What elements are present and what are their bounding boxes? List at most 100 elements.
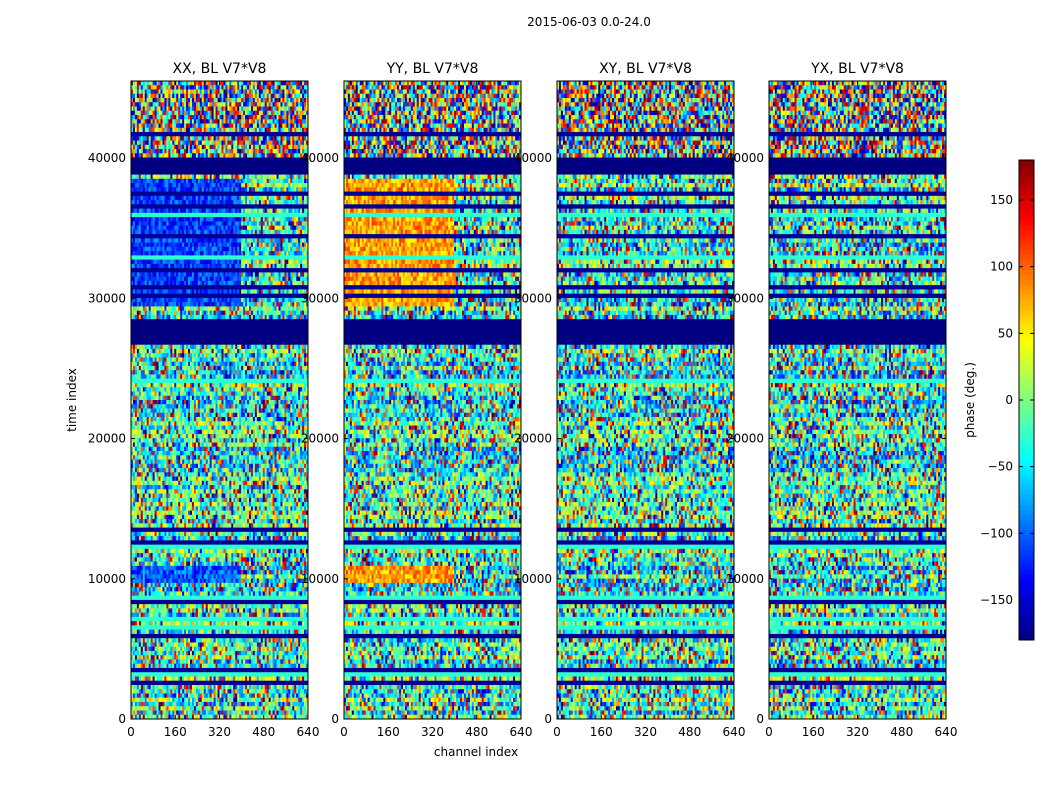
heatmap-cell — [227, 89, 230, 95]
heatmap-cell — [250, 174, 254, 180]
heatmap-cell — [132, 225, 136, 231]
heatmap-cell — [182, 102, 185, 107]
heatmap-cell — [304, 153, 307, 158]
heatmap-cell — [250, 153, 254, 158]
heatmap-cell — [211, 127, 214, 133]
heatmap-cell — [178, 144, 181, 150]
heatmap-cell — [262, 93, 266, 99]
heatmap-cell — [237, 102, 240, 107]
heatmap-cell — [264, 102, 268, 107]
heatmap-cell — [286, 149, 289, 154]
heatmap-cell — [260, 127, 264, 133]
heatmap-cell — [213, 136, 216, 141]
heatmap-cell — [272, 195, 275, 201]
heatmap-cell — [235, 102, 238, 107]
heatmap-cell — [190, 140, 193, 146]
heatmap-cell — [225, 140, 228, 146]
heatmap-cell — [243, 144, 246, 150]
heatmap-cell — [292, 127, 295, 133]
heatmap-cell — [176, 136, 179, 141]
heatmap-cell — [132, 149, 136, 154]
heatmap-cell — [278, 81, 281, 86]
heatmap-cell — [292, 93, 295, 99]
heatmap-cell — [203, 81, 207, 86]
heatmap-cell — [296, 115, 299, 120]
heatmap-cell — [207, 153, 211, 158]
heatmap-cell — [235, 98, 238, 103]
heatmap-cell — [296, 81, 299, 86]
heatmap-cell — [256, 127, 260, 133]
heatmap-cell — [142, 85, 146, 90]
heatmap-cell — [292, 149, 295, 154]
heatmap-cell — [186, 123, 189, 129]
heatmap-cell — [227, 127, 230, 133]
heatmap-cell — [184, 144, 187, 150]
heatmap-cell — [276, 178, 279, 184]
heatmap-cell — [249, 119, 252, 124]
heatmap-cell — [270, 102, 273, 107]
heatmap-cell — [190, 98, 193, 103]
heatmap-cell — [209, 183, 213, 188]
heatmap-cell — [146, 187, 150, 192]
heatmap-cell — [243, 183, 246, 188]
heatmap-cell — [132, 217, 136, 222]
heatmap-cell — [274, 127, 277, 133]
heatmap-cell — [256, 195, 260, 201]
heatmap-cell — [280, 174, 283, 180]
heatmap-cell — [229, 195, 232, 201]
heatmap-cell — [170, 136, 173, 141]
heatmap-cell — [182, 149, 185, 154]
heatmap-cell — [264, 89, 268, 95]
heatmap-cell — [306, 187, 309, 192]
heatmap-cell — [197, 149, 201, 154]
heatmap-cell — [197, 81, 201, 86]
heatmap-cell — [266, 81, 270, 86]
heatmap-cell — [201, 178, 205, 184]
heatmap-cell — [268, 127, 272, 133]
heatmap-cell — [282, 149, 285, 154]
heatmap-cell — [172, 85, 175, 90]
heatmap-cell — [164, 183, 167, 188]
heatmap-cell — [162, 89, 165, 95]
heatmap-cell — [227, 106, 230, 112]
heatmap-cell — [262, 110, 266, 116]
heatmap-cell — [207, 93, 211, 99]
heatmap-cell — [182, 174, 185, 180]
heatmap-cell — [186, 183, 189, 188]
heatmap-cell — [278, 85, 281, 90]
heatmap-cell — [172, 225, 175, 231]
heatmap-cell — [166, 98, 169, 103]
heatmap-cell — [278, 127, 281, 133]
heatmap-cell — [176, 93, 179, 99]
heatmap-cell — [180, 144, 183, 150]
heatmap-cell — [296, 144, 299, 150]
heatmap-cell — [306, 149, 309, 154]
heatmap-cell — [180, 187, 183, 192]
heatmap-cell — [193, 106, 197, 112]
heatmap-cell — [241, 208, 244, 214]
heatmap-cell — [260, 144, 264, 150]
heatmap-cell — [201, 89, 205, 95]
heatmap-cell — [148, 187, 152, 192]
heatmap-cell — [250, 195, 254, 201]
heatmap-cell — [223, 98, 226, 103]
heatmap-cell — [298, 119, 301, 124]
heatmap-cell — [131, 217, 134, 222]
heatmap-cell — [306, 183, 309, 188]
heatmap-cell — [158, 89, 161, 95]
heatmap-cell — [260, 93, 264, 99]
heatmap-cell — [164, 127, 167, 133]
heatmap-cell — [136, 85, 140, 90]
heatmap-cell — [298, 81, 301, 86]
heatmap-cell — [249, 81, 252, 86]
heatmap-cell — [296, 208, 299, 214]
heatmap-cell — [178, 136, 181, 141]
heatmap-cell — [223, 85, 226, 90]
heatmap-cell — [290, 178, 293, 184]
heatmap-cell — [306, 140, 309, 146]
heatmap-cell — [195, 153, 199, 158]
heatmap-cell — [276, 115, 279, 120]
heatmap-cell — [146, 174, 150, 180]
heatmap-cell — [260, 119, 264, 124]
heatmap-cell — [211, 93, 214, 99]
